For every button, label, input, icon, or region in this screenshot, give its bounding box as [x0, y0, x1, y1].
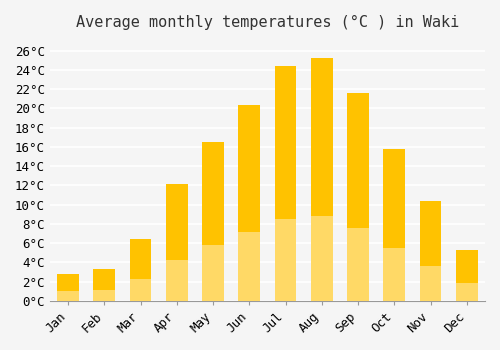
- Bar: [57, 292, 79, 301]
- Bar: [166, 184, 188, 301]
- Bar: [57, 274, 79, 301]
- Bar: [166, 260, 188, 301]
- Bar: [94, 290, 115, 301]
- Bar: [384, 149, 405, 301]
- Bar: [347, 93, 369, 301]
- Title: Average monthly temperatures (°C ) in Waki: Average monthly temperatures (°C ) in Wa…: [76, 15, 459, 30]
- Bar: [347, 228, 369, 301]
- Bar: [238, 232, 260, 301]
- Bar: [274, 219, 296, 301]
- Bar: [420, 266, 442, 301]
- Bar: [238, 105, 260, 301]
- Bar: [130, 279, 152, 301]
- Bar: [456, 283, 477, 301]
- Bar: [384, 248, 405, 301]
- Bar: [456, 250, 477, 301]
- Bar: [311, 58, 332, 301]
- Bar: [274, 66, 296, 301]
- Bar: [94, 269, 115, 301]
- Bar: [202, 142, 224, 301]
- Bar: [420, 201, 442, 301]
- Bar: [202, 245, 224, 301]
- Bar: [311, 216, 332, 301]
- Bar: [130, 239, 152, 301]
